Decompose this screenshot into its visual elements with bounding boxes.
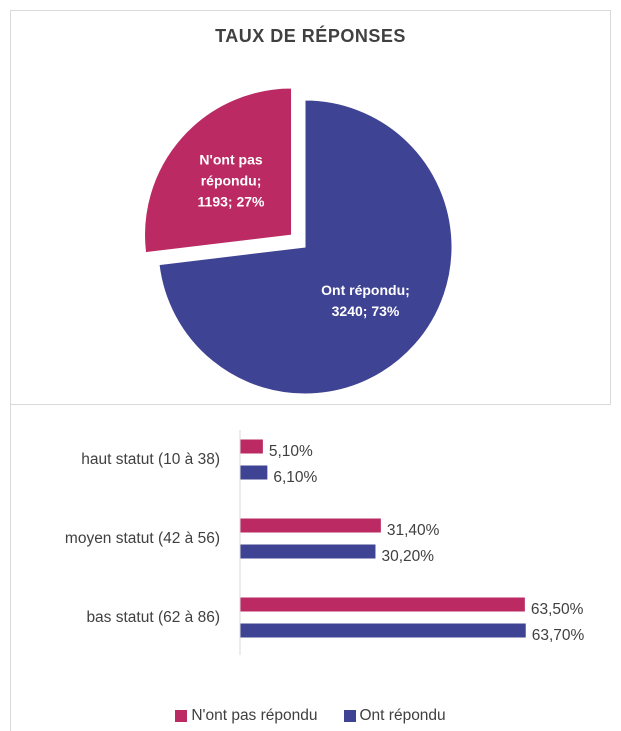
pie-data-label: N'ont pas répondu; 1193; 27% xyxy=(197,151,265,210)
bar xyxy=(240,518,381,533)
legend-item: N'ont pas répondu xyxy=(175,707,318,725)
data-label: 5,10% xyxy=(268,442,313,460)
bar xyxy=(240,465,268,480)
y-tick-label: haut statut (10 à 38) xyxy=(81,450,220,468)
y-tick-label: moyen statut (42 à 56) xyxy=(64,529,220,547)
pie-frame xyxy=(10,10,611,405)
data-label: 63,70% xyxy=(531,626,585,644)
bar xyxy=(240,623,526,638)
bar xyxy=(240,544,376,559)
y-tick-label: bas statut (62 à 86) xyxy=(86,608,220,626)
data-label: 6,10% xyxy=(273,468,318,486)
pie-data-label: Ont répondu; 3240; 73% xyxy=(321,281,410,319)
legend-swatch xyxy=(343,710,356,722)
bar xyxy=(240,439,263,454)
data-label: 63,50% xyxy=(530,600,584,618)
data-label: 31,40% xyxy=(386,521,440,539)
legend-label: N'ont pas répondu xyxy=(191,707,318,724)
legend-swatch xyxy=(175,710,188,722)
legend: N'ont pas répondu Ont répondu xyxy=(0,707,621,725)
pie-slice xyxy=(158,99,453,395)
bar xyxy=(240,597,525,612)
data-label: 30,20% xyxy=(381,547,435,565)
legend-item: Ont répondu xyxy=(343,707,446,725)
legend-label: Ont répondu xyxy=(359,707,446,724)
pie-slice xyxy=(144,87,293,254)
pie-title: TAUX DE RÉPONSES xyxy=(215,26,406,46)
